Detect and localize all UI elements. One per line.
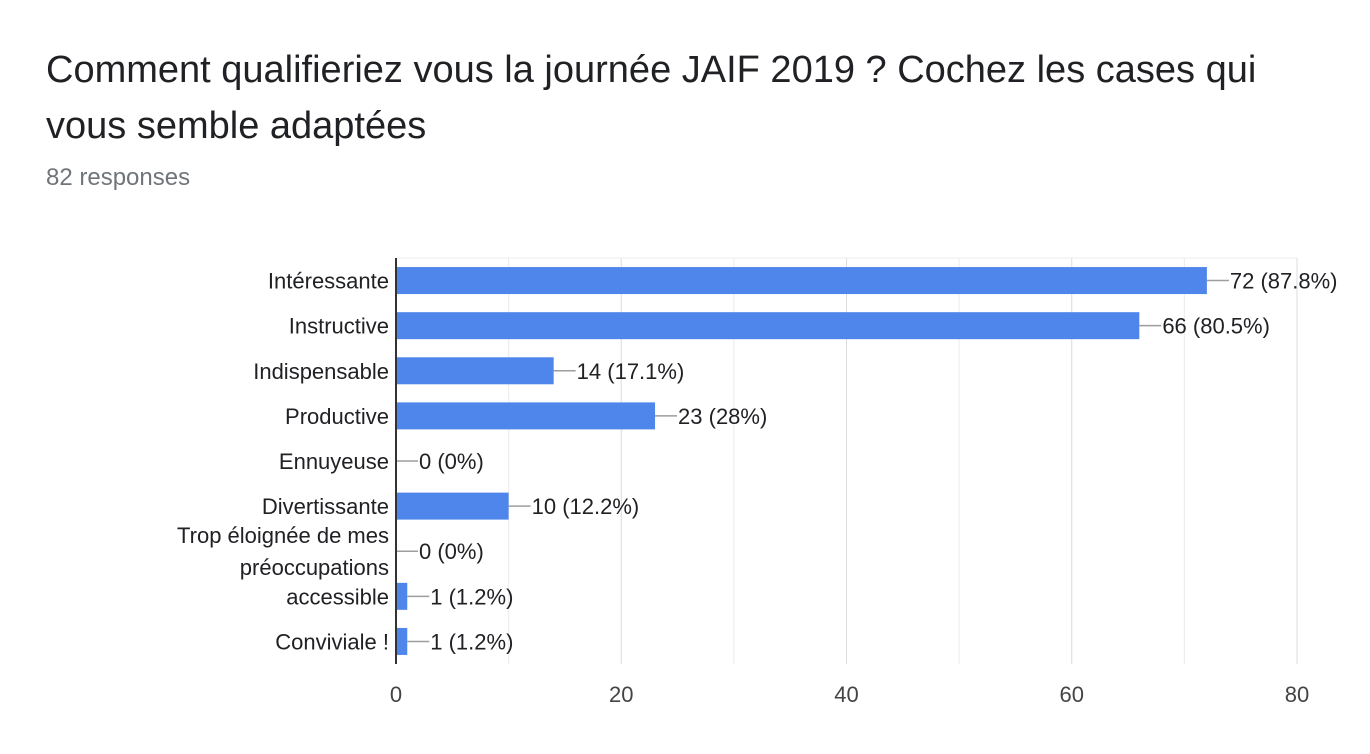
- category-label: Instructive: [289, 314, 389, 339]
- category-label: Trop éloignée de mes préoccupations: [177, 523, 389, 580]
- data-label: 14 (17.1%): [577, 359, 685, 384]
- data-label: 1 (1.2%): [430, 629, 513, 654]
- bar: [396, 357, 554, 385]
- x-tick-label: 80: [1285, 682, 1309, 707]
- category-label: Ennuyeuse: [279, 449, 389, 474]
- x-tick-label: 60: [1060, 682, 1084, 707]
- x-tick-label: 0: [390, 682, 402, 707]
- response-count: 82 responses: [46, 164, 191, 191]
- data-label: 10 (12.2%): [532, 494, 640, 519]
- data-label: 0 (0%): [419, 539, 484, 564]
- category-label: Divertissante: [262, 494, 389, 519]
- data-label: 1 (1.2%): [430, 584, 513, 609]
- bar: [396, 627, 408, 655]
- category-label: Intéressante: [268, 269, 389, 294]
- category-label: Indispensable: [253, 359, 389, 384]
- chart-title: Comment qualifieriez vous la journée JAI…: [46, 49, 1257, 147]
- bar: [396, 267, 1207, 295]
- x-tick-label: 20: [609, 682, 633, 707]
- bar: [396, 492, 509, 520]
- bar: [396, 312, 1140, 340]
- category-label: Productive: [285, 404, 389, 429]
- bar: [396, 582, 408, 610]
- bar: [396, 402, 656, 430]
- category-label: accessible: [286, 584, 389, 609]
- x-tick-label: 40: [834, 682, 858, 707]
- category-label: Conviviale !: [275, 629, 389, 654]
- data-label: 66 (80.5%): [1162, 314, 1270, 339]
- data-label: 0 (0%): [419, 449, 484, 474]
- data-label: 23 (28%): [678, 404, 767, 429]
- data-label: 72 (87.8%): [1230, 269, 1338, 294]
